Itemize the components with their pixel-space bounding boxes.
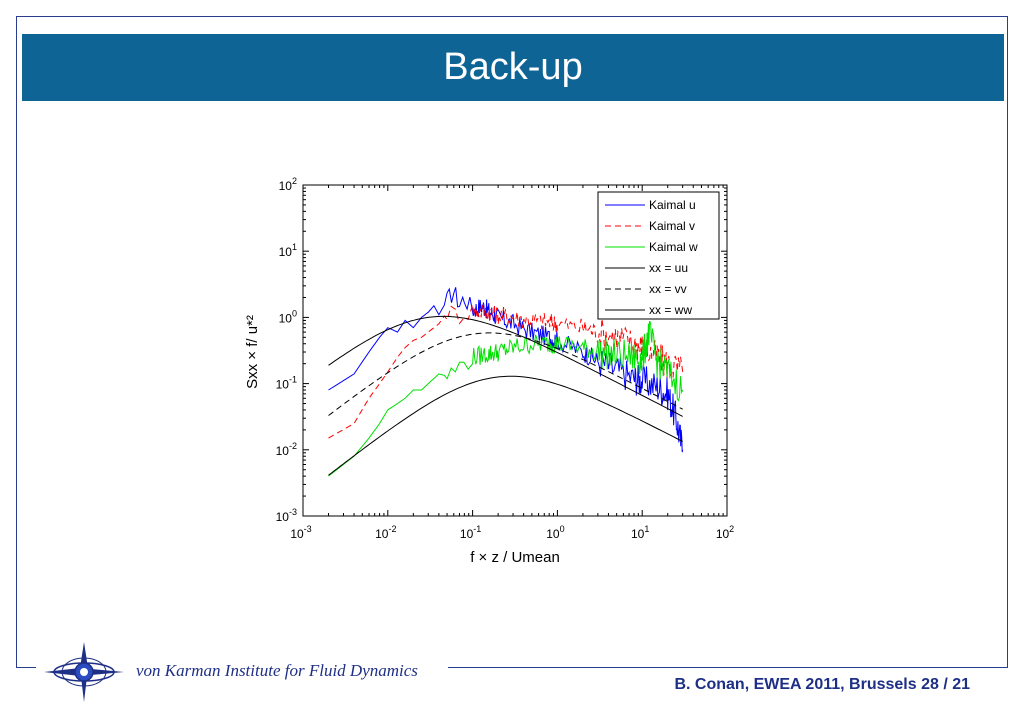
legend-label: Kaimal w <box>649 240 698 254</box>
slide-title: Back-up <box>443 46 583 88</box>
y-tick-label: 10-1 <box>276 375 297 392</box>
footer-credit: B. Conan, EWEA 2011, Brussels 28 / 21 <box>674 676 970 693</box>
series-line-xx-uu <box>328 315 683 417</box>
y-tick-label: 100 <box>279 308 297 325</box>
legend-label: xx = ww <box>649 303 692 317</box>
legend-label: xx = vv <box>649 282 687 296</box>
footer-organization: von Karman Institute for Fluid Dynamics <box>136 661 418 680</box>
x-tick-label: 100 <box>546 524 564 541</box>
series-line-xx-vv <box>328 332 683 416</box>
legend-label: Kaimal v <box>649 219 695 233</box>
y-axis-label: Sxx × f/ u*² <box>244 315 261 389</box>
series-line-kaimal-u <box>328 287 684 453</box>
legend-label: Kaimal u <box>649 198 696 212</box>
slide-frame-bottom-left <box>16 667 36 668</box>
slide-frame-top <box>16 16 1008 17</box>
y-tick-label: 101 <box>279 242 297 259</box>
x-tick-label: 10-2 <box>375 524 396 541</box>
legend-label: xx = uu <box>649 261 688 275</box>
x-tick-label: 10-1 <box>460 524 481 541</box>
slide-frame-left <box>16 16 17 668</box>
x-tick-label: 102 <box>716 524 734 541</box>
series-line-kaimal-w <box>328 320 684 477</box>
x-axis-label: f × z / Umean <box>470 549 560 566</box>
y-tick-label: 102 <box>279 176 297 193</box>
x-tick-label: 101 <box>631 524 649 541</box>
x-tick-label: 10-3 <box>290 524 311 541</box>
y-tick-label: 10-3 <box>276 507 297 524</box>
slide-frame-bottom-right <box>448 667 1008 668</box>
legend-box <box>597 191 720 320</box>
series-line-xx-ww <box>328 375 683 476</box>
title-bar: Back-up <box>22 34 1004 101</box>
slide-frame-right <box>1007 16 1008 668</box>
y-tick-label: 10-2 <box>276 441 297 458</box>
vki-logo-icon <box>44 642 124 702</box>
legend: Kaimal u Kaimal v Kaimal w xx = uu xx = vv xx… <box>597 191 720 320</box>
